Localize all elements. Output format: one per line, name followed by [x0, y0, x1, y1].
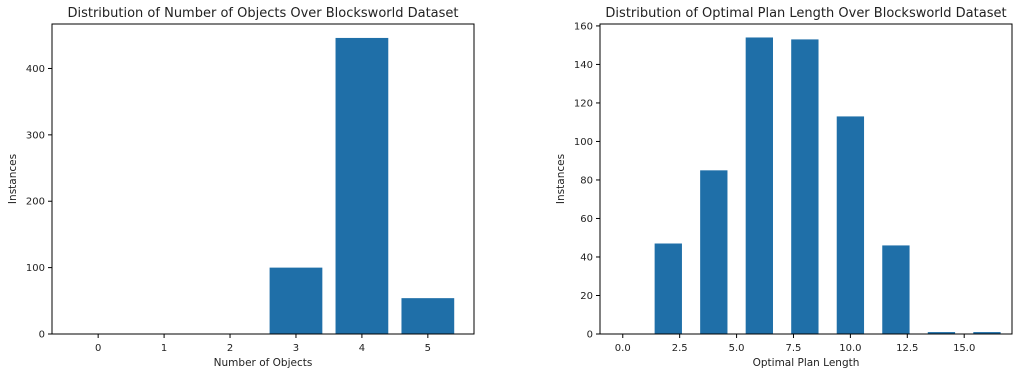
y-tick-label: 100: [26, 263, 45, 274]
bar-7: [973, 332, 1001, 334]
x-tick-label: 7.5: [786, 343, 802, 354]
bar-2: [745, 37, 773, 334]
y-tick-label: 60: [580, 214, 593, 225]
y-axis-label: Instances: [555, 154, 567, 204]
x-tick-label: 2: [227, 343, 233, 354]
x-tick-label: 2.5: [672, 343, 688, 354]
y-tick-label: 120: [574, 98, 593, 109]
bar-3: [791, 39, 819, 335]
x-axis-label: Optimal Plan Length: [753, 357, 860, 369]
y-tick-label: 400: [26, 64, 45, 75]
bar-0: [654, 243, 682, 334]
y-axis-label: Instances: [7, 154, 19, 204]
chart-title: Distribution of Number of Objects Over B…: [67, 6, 458, 21]
x-tick-label: 3: [293, 343, 299, 354]
bar-0: [269, 267, 323, 334]
bar-1: [700, 170, 728, 334]
x-axis-label: Number of Objects: [214, 357, 313, 369]
x-tick-label: 1: [161, 343, 167, 354]
y-tick-label: 300: [26, 130, 45, 141]
plot-frame: [599, 23, 1013, 335]
bar-4: [836, 116, 865, 334]
x-tick-label: 10.0: [839, 343, 861, 354]
x-ticks: 0.0 2.5 5.0 7.5 10.0 12.5 15.0: [615, 334, 975, 354]
x-tick-label: 15.0: [953, 343, 975, 354]
bar-1: [335, 37, 389, 335]
y-tick-label: 140: [574, 60, 593, 71]
bar-2: [401, 298, 455, 334]
y-tick-label: 200: [26, 197, 45, 208]
y-tick-label: 0: [39, 330, 45, 341]
x-tick-label: 5: [425, 343, 431, 354]
x-tick-label: 0: [95, 343, 101, 354]
y-tick-label: 20: [580, 291, 593, 302]
x-tick-label: 5.0: [729, 343, 745, 354]
y-ticks: 0 20 40 60 80 100 120 140 160: [574, 21, 600, 341]
bar-5: [882, 245, 910, 334]
plan-length-distribution-chart: Distribution of Optimal Plan Length Over…: [555, 6, 1013, 369]
x-tick-label: 12.5: [896, 343, 918, 354]
y-tick-label: 100: [574, 137, 593, 148]
y-tick-label: 160: [574, 21, 593, 32]
bar-6: [927, 332, 956, 334]
bars: [654, 37, 1001, 335]
plot-frame: [51, 23, 475, 335]
x-ticks: 0 1 2 3 4 5: [95, 334, 431, 354]
objects-distribution-chart: Distribution of Number of Objects Over B…: [7, 6, 475, 369]
y-tick-label: 40: [580, 252, 593, 263]
chart-title: Distribution of Optimal Plan Length Over…: [605, 6, 1006, 21]
x-tick-label: 4: [359, 343, 365, 354]
bars: [269, 37, 455, 335]
y-tick-label: 0: [587, 330, 593, 341]
x-tick-label: 0.0: [615, 343, 631, 354]
y-tick-label: 80: [580, 175, 593, 186]
y-ticks: 0 100 200 300 400: [26, 64, 52, 341]
